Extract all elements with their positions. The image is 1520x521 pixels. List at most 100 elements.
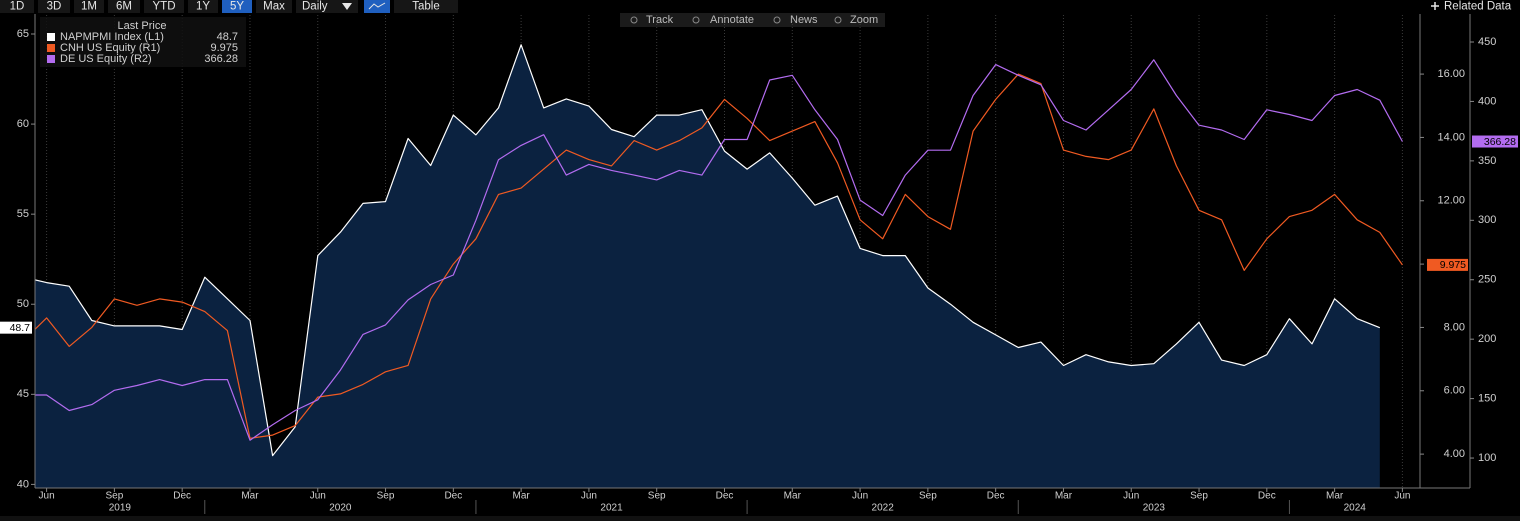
legend-value: 366.28 bbox=[204, 53, 238, 65]
range-label: YTD bbox=[153, 1, 176, 13]
tool-icon bbox=[773, 16, 781, 24]
year-label: 2021 bbox=[600, 503, 623, 514]
tool-label[interactable]: News bbox=[790, 14, 818, 26]
series-line bbox=[35, 59, 1403, 441]
x-tick-label: Sep bbox=[919, 491, 937, 502]
y2-tick-label: 8.00 bbox=[1444, 321, 1465, 333]
tool-icon bbox=[692, 16, 700, 24]
year-label: 2022 bbox=[872, 503, 895, 514]
range-button[interactable] bbox=[38, 0, 70, 13]
y3-tick-label: 300 bbox=[1478, 214, 1496, 226]
x-tick-label: Mar bbox=[241, 491, 259, 502]
range-button[interactable] bbox=[144, 0, 184, 13]
y-tick-label: 65 bbox=[17, 28, 29, 40]
y3-tick-label: 350 bbox=[1478, 155, 1496, 167]
x-tick-label: Sep bbox=[1190, 491, 1208, 502]
plus-icon bbox=[1431, 2, 1439, 10]
range-label: Max bbox=[263, 1, 285, 13]
x-tick-label: Sep bbox=[377, 491, 395, 502]
last-value-tag bbox=[1472, 135, 1518, 148]
x-tick-label: Dec bbox=[987, 491, 1005, 502]
y-tick-label: 45 bbox=[17, 388, 29, 400]
tool-strip bbox=[620, 13, 885, 27]
y-tick-label: 60 bbox=[17, 118, 29, 130]
tool-icon bbox=[630, 16, 638, 24]
legend-box bbox=[40, 17, 246, 67]
x-tick-label: Jun bbox=[1394, 491, 1410, 502]
y3-tick-label: 100 bbox=[1478, 452, 1496, 464]
last-value-label: 48.7 bbox=[10, 322, 31, 334]
y-tick-label: 40 bbox=[17, 478, 29, 490]
y2-tick-label: 12.00 bbox=[1437, 195, 1465, 207]
tool-icon bbox=[834, 16, 842, 24]
x-tick-label: Sep bbox=[105, 491, 123, 502]
frequency-label: Daily bbox=[302, 1, 328, 13]
legend-value: 9.975 bbox=[210, 42, 238, 54]
year-label: 2020 bbox=[329, 503, 352, 514]
related-data[interactable]: Related Data bbox=[1444, 1, 1512, 13]
y2-tick-label: 6.00 bbox=[1444, 385, 1465, 397]
last-value-tag bbox=[0, 321, 32, 334]
y-tick-label: 55 bbox=[17, 208, 29, 220]
y3-tick-label: 150 bbox=[1478, 393, 1496, 405]
range-button[interactable] bbox=[74, 0, 104, 13]
table-button[interactable] bbox=[394, 0, 458, 13]
range-button[interactable] bbox=[188, 0, 218, 13]
y3-tick-label: 250 bbox=[1478, 274, 1496, 286]
legend-swatch bbox=[47, 44, 55, 52]
y-tick-label: 50 bbox=[17, 298, 29, 310]
tool-label[interactable]: Zoom bbox=[850, 14, 878, 26]
x-tick-label: Jun bbox=[1123, 491, 1139, 502]
legend-swatch bbox=[47, 33, 55, 41]
axes: Jun Sep Dec Mar Jun Sep Dec Mar Jun Sep Dec Mar Jun S… bbox=[0, 14, 1520, 521]
plot-area bbox=[35, 44, 1403, 488]
x-tick-label: Dec bbox=[173, 491, 191, 502]
x-tick-label: Mar bbox=[784, 491, 802, 502]
range-label: 1D bbox=[10, 1, 25, 13]
legend-label: NAPMPMI Index (L1) bbox=[60, 31, 164, 43]
y3-tick-label: 450 bbox=[1478, 36, 1496, 48]
y2-tick-label: 4.00 bbox=[1444, 448, 1465, 460]
x-tick-label: Jun bbox=[852, 491, 868, 502]
year-label: 2024 bbox=[1344, 503, 1367, 514]
range-label: 1M bbox=[81, 1, 97, 13]
series-area bbox=[35, 44, 1380, 488]
legend-swatch bbox=[47, 55, 55, 63]
chart-type-icon bbox=[368, 2, 386, 10]
bottom-band bbox=[0, 516, 1520, 521]
range-button[interactable] bbox=[108, 0, 140, 13]
year-label: 2023 bbox=[1143, 503, 1166, 514]
dropdown-arrow bbox=[342, 3, 352, 10]
x-tick-label: Jun bbox=[310, 491, 326, 502]
range-label: 5Y bbox=[230, 1, 244, 13]
x-tick-label: Jun bbox=[39, 491, 55, 502]
x-tick-label: Mar bbox=[1326, 491, 1344, 502]
range-button[interactable] bbox=[222, 0, 252, 13]
range-button[interactable] bbox=[256, 0, 292, 13]
x-tick-label: Mar bbox=[513, 491, 531, 502]
x-tick-label: Mar bbox=[1055, 491, 1073, 502]
range-label: 3D bbox=[47, 1, 62, 13]
range-label: 6M bbox=[116, 1, 132, 13]
last-value-label: 366.28 bbox=[1484, 136, 1516, 148]
legend-label: DE US Equity (R2) bbox=[60, 53, 152, 65]
last-value-label: 9.975 bbox=[1440, 259, 1466, 271]
legend-value: 48.7 bbox=[217, 31, 238, 43]
range-button[interactable] bbox=[0, 0, 34, 13]
x-tick-label: Jun bbox=[581, 491, 597, 502]
y3-tick-label: 400 bbox=[1478, 95, 1496, 107]
y2-tick-label: 16.00 bbox=[1437, 68, 1465, 80]
tool-label[interactable]: Annotate bbox=[710, 14, 754, 26]
tool-label[interactable]: Track bbox=[646, 14, 674, 26]
range-label: 1Y bbox=[196, 1, 210, 13]
series-line bbox=[35, 44, 1381, 457]
legend-title: Last Price bbox=[118, 20, 167, 32]
x-tick-label: Dec bbox=[444, 491, 462, 502]
x-tick-label: Dec bbox=[1258, 491, 1276, 502]
year-label: 2019 bbox=[109, 503, 132, 514]
legend-label: CNH US Equity (R1) bbox=[60, 42, 160, 54]
table-label: Table bbox=[412, 1, 440, 13]
y3-tick-label: 200 bbox=[1478, 333, 1496, 345]
